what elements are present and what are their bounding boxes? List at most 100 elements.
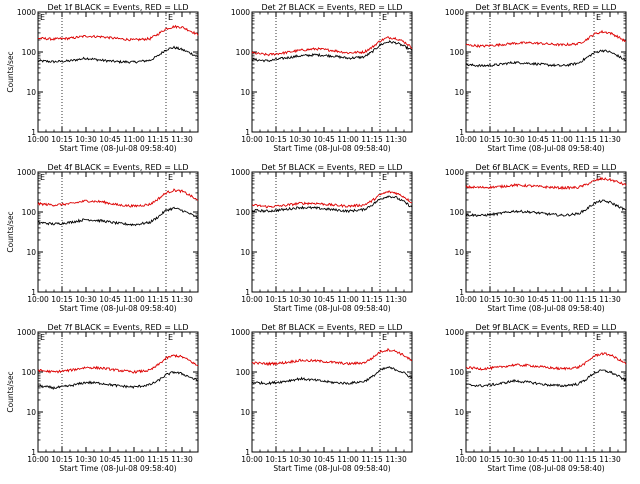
y-tick-label: 100 (236, 48, 251, 57)
y-axis-label: Counts/sec (6, 211, 15, 252)
event-marker-label: E (596, 333, 601, 342)
y-tick-label: 100 (450, 208, 465, 217)
y-tick-label: 1000 (445, 328, 464, 337)
x-tick-label: 11:00 (337, 135, 359, 144)
x-tick-label: 11:15 (147, 295, 169, 304)
event-marker-label: E (40, 173, 45, 182)
series-events-line (465, 369, 627, 388)
series-events-line (251, 195, 413, 214)
x-tick-label: 11:30 (385, 295, 407, 304)
event-marker-label: E (382, 173, 387, 182)
series-lld-line (465, 176, 627, 191)
x-tick-label: 11:15 (575, 455, 597, 464)
x-axis-label: Start Time (08-Jul-08 09:58:40) (487, 144, 604, 153)
y-tick-label: 100 (236, 208, 251, 217)
x-tick-label: 11:30 (599, 455, 621, 464)
event-marker-label: E (40, 13, 45, 22)
x-axis-label: Start Time (08-Jul-08 09:58:40) (273, 464, 390, 473)
series-events-line (37, 370, 199, 391)
x-tick-label: 10:00 (241, 295, 263, 304)
x-tick-label: 10:45 (99, 135, 121, 144)
y-tick-label: 100 (22, 208, 37, 217)
y-tick-label: 1 (245, 448, 250, 457)
x-tick-label: 10:30 (75, 455, 97, 464)
y-tick-label: 100 (22, 48, 37, 57)
y-tick-label: 10 (454, 248, 464, 257)
event-marker-label: E (168, 333, 173, 342)
chart-panel-2: Det 2f BLACK = Events, RED = LLD 1 10 100 10… (231, 3, 413, 153)
x-tick-label: 10:15 (479, 455, 501, 464)
x-tick-label: 10:45 (313, 135, 335, 144)
x-tick-label: 11:00 (123, 455, 145, 464)
y-tick-label: 10 (240, 248, 250, 257)
x-axis-label: Start Time (08-Jul-08 09:58:40) (273, 304, 390, 313)
x-tick-label: 11:00 (551, 135, 573, 144)
chart-title: Det 2f BLACK = Events, RED = LLD (261, 3, 402, 12)
x-tick-label: 11:00 (123, 295, 145, 304)
x-tick-label: 10:00 (455, 135, 477, 144)
y-tick-label: 1000 (17, 168, 36, 177)
series-lld-line (251, 35, 413, 57)
chart-panel-8: Det 8f BLACK = Events, RED = LLD 1 10 100 10… (231, 323, 413, 473)
x-tick-label: 10:30 (75, 135, 97, 144)
x-tick-label: 11:00 (123, 135, 145, 144)
y-tick-label: 1 (459, 448, 464, 457)
series-lld-line (465, 352, 627, 371)
chart-panel-1: Det 1f BLACK = Events, RED = LLD 1 10 100 10… (6, 3, 199, 153)
event-marker-label: E (382, 13, 387, 22)
chart-title: Det 1f BLACK = Events, RED = LLD (47, 3, 188, 12)
x-tick-label: 10:00 (27, 135, 49, 144)
x-tick-label: 10:30 (503, 295, 525, 304)
event-marker-label: E (596, 173, 601, 182)
x-tick-label: 10:45 (99, 455, 121, 464)
series-events-line (37, 45, 199, 64)
x-tick-label: 10:45 (527, 295, 549, 304)
chart-panel-7: Det 7f BLACK = Events, RED = LLD 1 10 100 10… (6, 323, 199, 473)
y-tick-label: 10 (26, 408, 36, 417)
y-tick-label: 10 (240, 88, 250, 97)
x-tick-label: 11:30 (171, 135, 193, 144)
series-events-line (251, 40, 413, 63)
x-tick-label: 10:45 (313, 455, 335, 464)
x-tick-label: 10:30 (289, 455, 311, 464)
y-tick-label: 1000 (231, 168, 250, 177)
x-tick-label: 11:30 (171, 455, 193, 464)
x-tick-label: 11:30 (385, 135, 407, 144)
y-tick-label: 100 (22, 368, 37, 377)
chart-title: Det 5f BLACK = Events, RED = LLD (261, 163, 402, 172)
y-tick-label: 1 (31, 448, 36, 457)
x-tick-label: 10:45 (99, 295, 121, 304)
x-axis-label: Start Time (08-Jul-08 09:58:40) (273, 144, 390, 153)
chart-panel-3: Det 3f BLACK = Events, RED = LLD 1 10 100 10… (445, 3, 627, 153)
x-tick-label: 11:00 (551, 455, 573, 464)
series-lld-line (37, 188, 199, 208)
x-axis-label: Start Time (08-Jul-08 09:58:40) (487, 464, 604, 473)
x-axis-label: Start Time (08-Jul-08 09:58:40) (487, 304, 604, 313)
y-tick-label: 1000 (231, 328, 250, 337)
series-lld-line (37, 354, 199, 374)
x-tick-label: 11:15 (361, 295, 383, 304)
chart-title: Det 4f BLACK = Events, RED = LLD (47, 163, 188, 172)
y-tick-label: 1 (31, 288, 36, 297)
x-tick-label: 10:15 (265, 135, 287, 144)
event-marker-label: E (168, 173, 173, 182)
chart-panel-5: Det 5f BLACK = Events, RED = LLD 1 10 100 10… (231, 163, 413, 313)
event-marker-label: E (596, 13, 601, 22)
x-tick-label: 11:15 (575, 295, 597, 304)
series-lld-line (465, 29, 627, 48)
chart-panel-4: Det 4f BLACK = Events, RED = LLD 1 10 100 10… (6, 163, 199, 313)
y-tick-label: 10 (26, 248, 36, 257)
y-axis-label: Counts/sec (6, 51, 15, 92)
y-tick-label: 1000 (17, 328, 36, 337)
y-tick-label: 1 (459, 128, 464, 137)
x-tick-label: 10:15 (51, 295, 73, 304)
chart-title: Det 6f BLACK = Events, RED = LLD (475, 163, 616, 172)
y-tick-label: 1 (459, 288, 464, 297)
x-tick-label: 11:30 (171, 295, 193, 304)
x-tick-label: 11:15 (361, 135, 383, 144)
y-tick-label: 1000 (17, 8, 36, 17)
y-tick-label: 100 (236, 368, 251, 377)
x-axis-label: Start Time (08-Jul-08 09:58:40) (59, 464, 176, 473)
